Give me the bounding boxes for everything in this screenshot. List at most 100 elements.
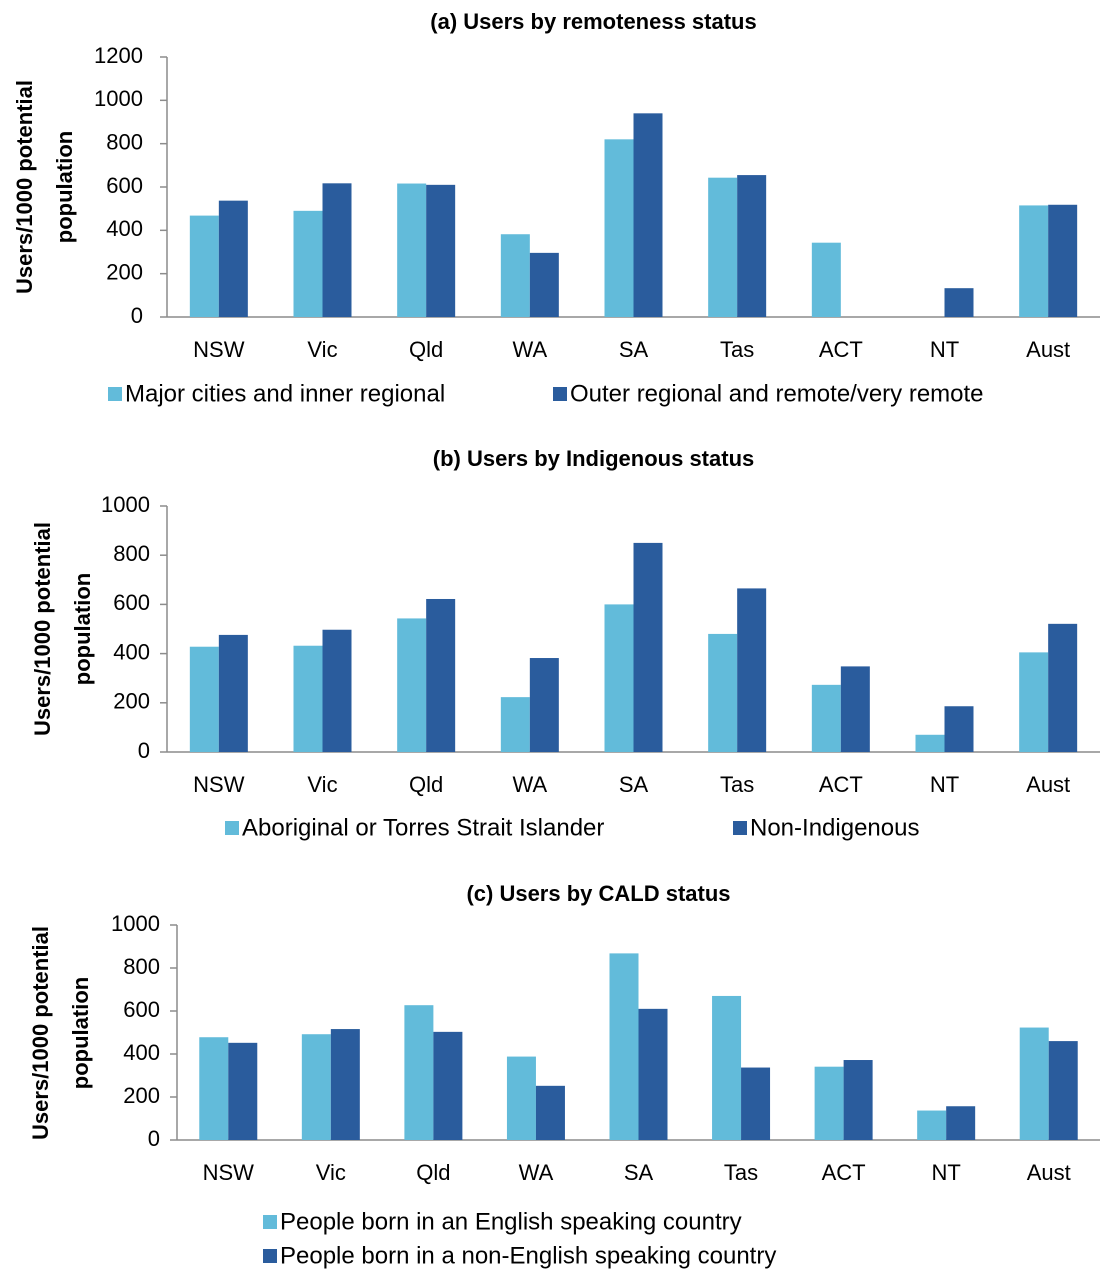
x-tick-label: WA (513, 772, 548, 797)
x-tick-label: Aust (1026, 772, 1070, 797)
x-tick-label: ACT (819, 337, 863, 362)
chart-title: (b) Users by Indigenous status (433, 446, 755, 471)
chart-title: (a) Users by remoteness status (430, 9, 756, 34)
legend-label: People born in an English speaking count… (280, 1208, 742, 1235)
bar-aust-series-2 (1048, 623, 1078, 752)
legend-item-series-2: Non-Indigenous (733, 814, 919, 841)
bar-wa-series-2 (535, 1085, 565, 1140)
bar-qld-series-1 (397, 183, 427, 317)
y-tick-label: 600 (113, 590, 150, 615)
bar-aust-series-1 (1019, 205, 1049, 317)
x-tick-label: NT (932, 1160, 961, 1185)
x-tick-label: Qld (409, 772, 443, 797)
y-tick-label: 600 (123, 997, 160, 1022)
y-axis-label: Users/1000 potential (12, 80, 37, 294)
bar-act-series-2 (840, 666, 870, 752)
y-tick-label: 0 (138, 738, 150, 763)
x-tick-label: WA (519, 1160, 554, 1185)
legend-item-series-1: People born in an English speaking count… (263, 1208, 742, 1235)
legend-label: Major cities and inner regional (125, 380, 445, 407)
y-tick-label: 0 (131, 303, 143, 328)
bar-nsw-series-2 (218, 634, 248, 752)
bar-tas-series-1 (708, 177, 738, 317)
x-tick-label: NT (930, 337, 959, 362)
legend-item-series-1: Major cities and inner regional (108, 380, 445, 407)
bar-qld-series-2 (433, 1031, 463, 1140)
bar-qld-series-2 (426, 184, 456, 317)
y-tick-label: 1000 (94, 86, 143, 111)
bar-aust-series-2 (1048, 1041, 1078, 1140)
bar-sa-series-1 (604, 139, 634, 317)
x-tick-label: Tas (720, 772, 754, 797)
chart-panel-c: (c) Users by CALD status Users/1000 poten… (0, 870, 1100, 1272)
x-tick-label: Tas (720, 337, 754, 362)
y-axis-label: population (70, 573, 95, 685)
legend-swatch (225, 821, 239, 835)
bar-nsw-series-1 (189, 646, 219, 752)
x-tick-label: NT (930, 772, 959, 797)
bar-aust-series-1 (1019, 652, 1049, 752)
bar-vic-series-1 (301, 1034, 331, 1140)
bar-wa-series-1 (500, 234, 530, 317)
x-tick-label: ACT (822, 1160, 866, 1185)
bar-nt-series-2 (946, 1106, 976, 1140)
y-axis-label: Users/1000 potential (30, 522, 55, 736)
bar-sa-series-1 (609, 953, 639, 1140)
bar-wa-series-1 (506, 1056, 536, 1140)
bar-qld-series-1 (397, 618, 427, 752)
chart-title: (c) Users by CALD status (466, 881, 730, 906)
legend-swatch (108, 387, 122, 401)
bar-wa-series-2 (529, 252, 559, 317)
bar-act-series-2 (843, 1060, 873, 1140)
bar-vic-series-2 (322, 183, 352, 317)
chart-panel-a: (a) Users by remoteness status Users/1000… (0, 0, 1100, 420)
bar-tas-series-2 (737, 175, 767, 317)
x-tick-label: Qld (409, 337, 443, 362)
x-tick-label: ACT (819, 772, 863, 797)
x-tick-label: Qld (416, 1160, 450, 1185)
bar-vic-series-2 (330, 1029, 360, 1140)
bar-nsw-series-1 (189, 215, 219, 317)
x-tick-label: NSW (193, 772, 245, 797)
x-tick-label: NSW (203, 1160, 255, 1185)
legend-swatch (263, 1249, 277, 1263)
bar-vic-series-1 (293, 210, 323, 317)
bar-nt-series-1 (915, 734, 945, 752)
bar-wa-series-1 (500, 697, 530, 752)
y-tick-label: 1000 (101, 492, 150, 517)
bar-tas-series-2 (737, 588, 767, 752)
bar-tas-series-1 (708, 633, 738, 752)
bar-sa-series-2 (633, 113, 663, 317)
bar-nt-series-2 (944, 288, 974, 317)
chart-cald: (c) Users by CALD status Users/1000 poten… (28, 881, 1100, 1269)
legend-label: Non-Indigenous (750, 814, 919, 841)
y-tick-label: 0 (148, 1126, 160, 1151)
legend-swatch (553, 387, 567, 401)
bar-vic-series-2 (322, 629, 352, 752)
x-tick-label: Vic (307, 772, 337, 797)
y-tick-label: 800 (113, 541, 150, 566)
y-tick-label: 400 (113, 639, 150, 664)
bar-sa-series-2 (638, 1008, 668, 1140)
y-tick-label: 200 (113, 689, 150, 714)
x-tick-label: SA (619, 772, 649, 797)
chart-indigenous: (b) Users by Indigenous status Users/1000… (30, 446, 1100, 841)
y-tick-label: 200 (123, 1083, 160, 1108)
bar-act-series-1 (811, 242, 841, 317)
legend-item-series-2: People born in a non-English speaking co… (263, 1242, 776, 1269)
x-tick-label: Tas (724, 1160, 758, 1185)
y-tick-label: 400 (123, 1040, 160, 1065)
legend-label: Aboriginal or Torres Strait Islander (242, 814, 604, 841)
y-tick-label: 1200 (94, 43, 143, 68)
bar-sa-series-1 (604, 604, 634, 752)
y-tick-label: 600 (106, 173, 143, 198)
x-tick-label: SA (624, 1160, 654, 1185)
y-tick-label: 800 (106, 129, 143, 154)
x-tick-label: Aust (1027, 1160, 1071, 1185)
legend-label: Outer regional and remote/very remote (570, 380, 984, 407)
y-tick-label: 800 (123, 954, 160, 979)
bar-aust-series-2 (1048, 204, 1078, 317)
bar-nsw-series-2 (228, 1042, 258, 1140)
x-tick-label: Vic (316, 1160, 346, 1185)
y-tick-label: 200 (106, 259, 143, 284)
